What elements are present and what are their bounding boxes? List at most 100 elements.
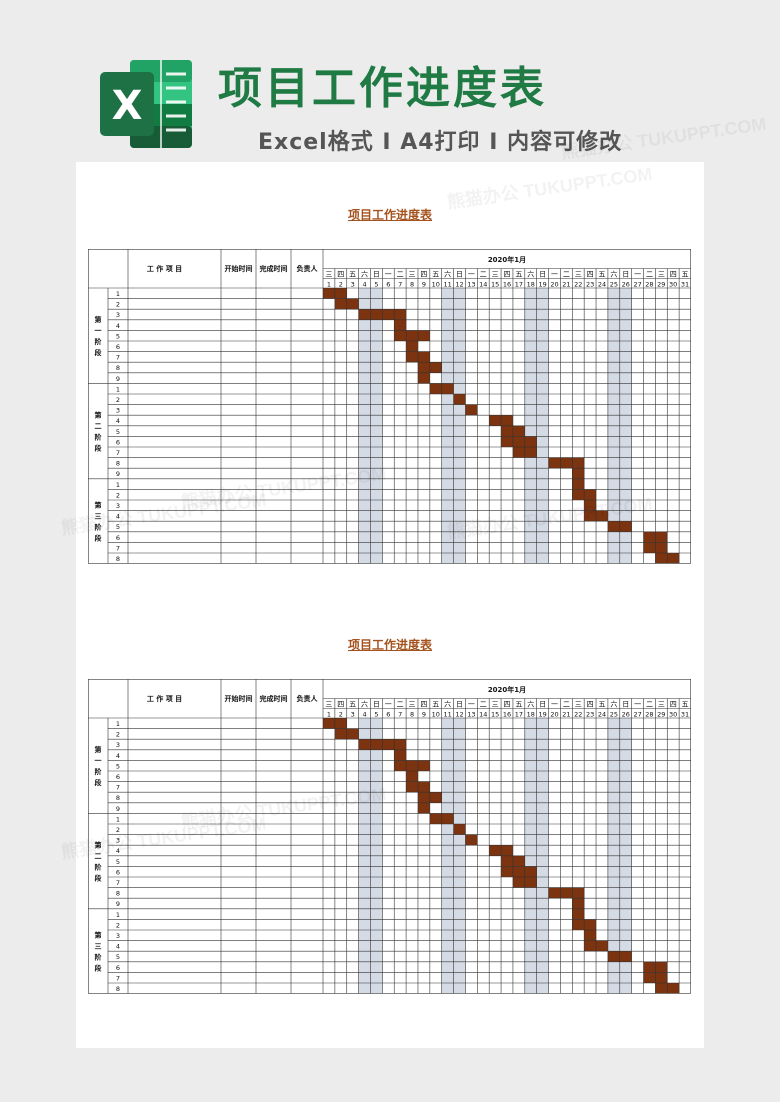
row-number: 3 [116,932,120,940]
weekday-label: 一 [468,271,475,279]
phase-label: 第二阶段 [95,411,103,453]
day-number: 7 [398,711,402,719]
row-number: 3 [116,741,120,749]
row-number: 4 [116,322,120,330]
weekday-label: 二 [397,701,404,709]
day-number: 15 [491,281,499,289]
weekday-label: 六 [610,700,617,709]
day-number: 21 [562,281,570,289]
day-number: 16 [503,281,511,289]
row-number: 8 [116,364,120,372]
day-number: 18 [527,711,535,719]
weekday-label: 六 [527,270,534,279]
row-number: 6 [116,343,120,351]
gantt-bar [417,802,430,814]
day-number: 31 [681,711,689,719]
row-number: 6 [116,438,120,446]
sheet-title: 项目工作进度表 [347,638,432,652]
weekday-label: 五 [432,271,439,279]
day-number: 16 [503,711,511,719]
gantt-table: 工 作 项 目开始时间 完成时间 负责人2020年1月三四五六日一二三四五六日一二三… [88,249,691,564]
row-number: 9 [116,470,120,478]
day-number: 27 [633,711,641,719]
banner: X 项目工作进度表 Excel格式 I A4打印 I 内容可修改 [0,0,780,160]
weekday-label: 一 [385,271,392,279]
gantt-bar [394,760,430,771]
row-number: 2 [116,921,120,929]
weekday-label: 日 [373,701,380,709]
weekday-label: 三 [492,701,499,709]
row-number: 8 [116,890,120,898]
gantt-bar [584,930,597,941]
weekday-label: 三 [325,271,332,279]
row-number: 1 [116,290,120,298]
gantt-bar [548,457,585,469]
row-number: 7 [116,974,120,982]
gantt-bar [453,824,466,835]
day-number: 15 [491,711,499,719]
day-number: 12 [455,281,463,289]
row-number: 5 [116,332,120,340]
gantt-bar [501,436,537,447]
gantt-bar [572,478,585,490]
weekday-label: 一 [551,701,558,709]
weekday-label: 二 [563,271,570,279]
row-number: 9 [116,900,120,908]
gantt-bar [572,468,585,479]
row-number: 7 [116,449,120,457]
day-number: 1 [327,711,331,719]
weekday-label: 四 [670,701,677,709]
col-header-end: 完成时间 [260,694,288,703]
weekday-label: 五 [682,701,689,709]
col-header-owner: 负责人 [297,694,319,703]
row-number: 2 [116,731,120,739]
weekday-label: 三 [409,271,416,279]
row-number: 6 [116,868,120,876]
weekday-label: 五 [349,701,356,709]
phase-label: 第一阶段 [95,315,103,357]
phase-label: 第一阶段 [95,745,103,787]
row-number: 6 [116,773,120,781]
day-number: 17 [515,711,523,719]
row-number: 1 [116,481,120,489]
row-number: 1 [116,720,120,728]
row-number: 8 [116,794,120,802]
row-number: 5 [116,953,120,961]
row-number: 1 [116,385,120,393]
weekday-label: 日 [622,271,629,279]
excel-logo-icon: X [100,60,192,148]
day-number: 29 [657,281,665,289]
weekday-label: 四 [504,701,511,709]
grid-lines [88,679,691,994]
weekday-label: 四 [420,271,427,279]
col-header-start: 开始时间 [225,694,253,703]
weekday-label: 二 [397,271,404,279]
weekday-label: 日 [456,271,463,279]
weekday-label: 三 [575,701,582,709]
day-number: 2 [339,711,343,719]
row-number: 2 [116,826,120,834]
row-number: 5 [116,762,120,770]
gantt-table: 工 作 项 目开始时间 完成时间 负责人2020年1月三四五六日一二三四五六日一二三… [88,679,691,994]
page-title: 项目工作进度表 [218,63,547,114]
gantt-bar [572,898,585,909]
weekday-label: 一 [468,701,475,709]
day-number: 14 [479,281,487,289]
gantt-bar [394,749,407,761]
grid-lines [88,249,691,564]
row-number: 3 [116,407,120,415]
weekday-label: 日 [373,271,380,279]
weekday-label: 一 [551,271,558,279]
day-number: 9 [422,711,426,719]
day-number: 6 [386,281,390,289]
svg-text:X: X [112,83,143,129]
day-number: 26 [622,281,630,289]
day-number: 7 [398,281,402,289]
row-number: 2 [116,396,120,404]
row-number: 7 [116,354,120,362]
day-number: 24 [598,711,606,719]
day-number: 12 [455,711,463,719]
day-number: 14 [479,711,487,719]
gantt-bar [465,404,478,416]
weekday-label: 五 [349,271,356,279]
